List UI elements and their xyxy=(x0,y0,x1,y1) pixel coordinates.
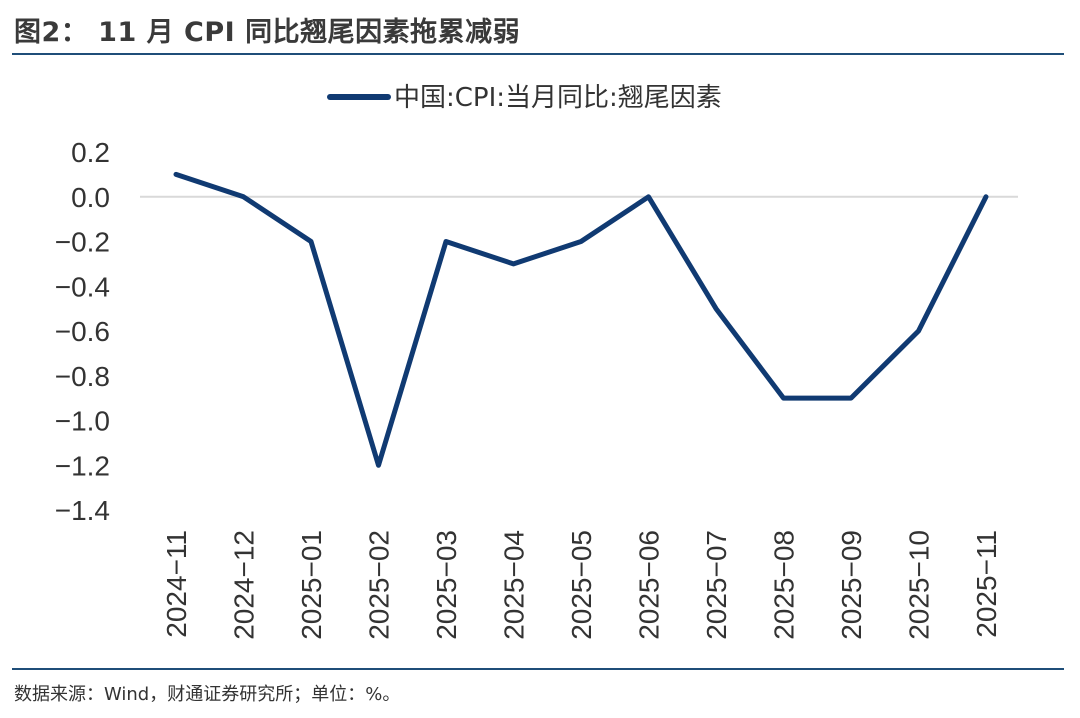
figure-title: 图2： 11 月 CPI 同比翘尾因素拖累减弱 xyxy=(14,17,521,48)
y-tick-label: 0.2 xyxy=(71,137,110,168)
y-axis: 0.2 0.0 −0.2 −0.4 −0.6 −0.8 −1.0 −1.2 −1.4 xyxy=(55,137,110,526)
y-tick-label: −1.0 xyxy=(55,406,110,437)
line-chart: 中国:CPI:当月同比:翘尾因素 0.2 0.0 −0.2 −0.4 −0.6 −0.8 −… xyxy=(55,83,1018,640)
x-tick-label: 2025−01 xyxy=(296,530,327,640)
y-tick-label: 0.0 xyxy=(71,182,110,213)
source-note: 数据来源：Wind，财通证券研究所；单位：%。 xyxy=(14,684,401,705)
x-tick-label: 2025−07 xyxy=(701,530,732,640)
title-divider xyxy=(12,53,1064,55)
x-tick-label: 2025−03 xyxy=(431,530,462,640)
y-tick-label: −0.8 xyxy=(55,361,110,392)
x-tick-label: 2025−11 xyxy=(971,530,1002,638)
source-divider xyxy=(12,668,1064,670)
x-tick-label: 2025−10 xyxy=(904,530,935,640)
y-tick-label: −0.6 xyxy=(55,316,110,347)
legend-label: 中国:CPI:当月同比:翘尾因素 xyxy=(394,83,722,113)
x-tick-label: 2025−08 xyxy=(769,530,800,640)
series-line xyxy=(173,171,989,468)
y-tick-label: −0.2 xyxy=(55,227,110,258)
x-tick-label: 2025−05 xyxy=(566,530,597,640)
y-tick-label: −1.2 xyxy=(55,450,110,481)
x-tick-label: 2025−02 xyxy=(364,530,395,640)
x-tick-label: 2024−11 xyxy=(161,530,192,638)
chart-legend: 中国:CPI:当月同比:翘尾因素 xyxy=(327,83,722,113)
x-tick-label: 2025−09 xyxy=(836,530,867,640)
y-tick-label: −0.4 xyxy=(55,271,110,302)
x-tick-label: 2024−12 xyxy=(229,530,260,640)
x-axis: 2024−11 2024−12 2025−01 2025−02 2025−03 2025−… xyxy=(161,530,1002,640)
y-tick-label: −1.4 xyxy=(55,495,110,526)
x-tick-label: 2025−06 xyxy=(634,530,665,640)
x-tick-label: 2025−04 xyxy=(499,530,530,640)
